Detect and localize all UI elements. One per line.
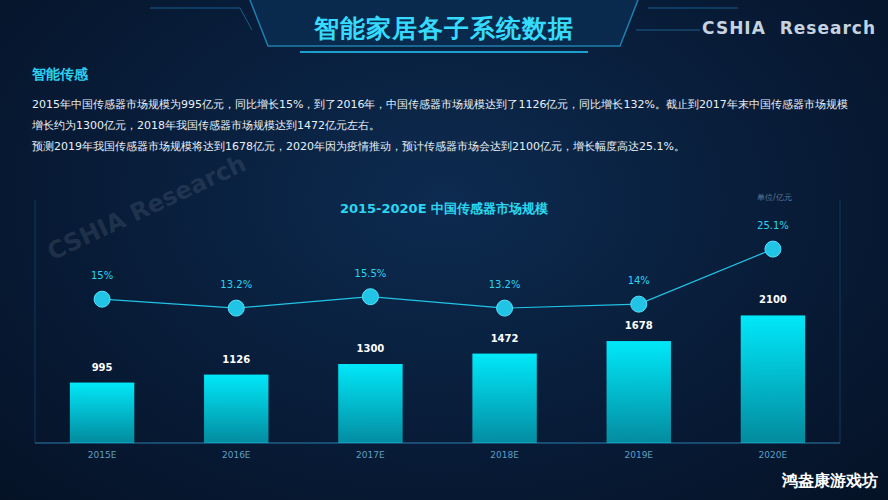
chart: CSHIA Research 2015-2020E 中国传感器市场规模 单位/亿元 2…	[0, 0, 888, 500]
bar-label: 1126	[222, 354, 250, 365]
line-marker	[228, 300, 244, 316]
watermark: CSHIA Research	[43, 149, 251, 266]
bar-label: 1678	[625, 320, 653, 331]
paragraphs: 2015年中国传感器市场规模为995亿元，同比增长15%，到了2016年，中国传…	[32, 94, 858, 157]
line	[102, 249, 773, 308]
brand: CSHIA Research	[702, 18, 876, 38]
page: {"header": {"title": "智能家居各子系统数据", "bran…	[0, 0, 888, 500]
line-label: 14%	[628, 275, 650, 286]
bar-label: 1300	[356, 343, 384, 354]
x-tick-label: 2015E	[88, 450, 117, 460]
title-underline	[300, 51, 588, 53]
section-title: 智能传感	[32, 66, 88, 84]
chart-title: 2015-2020E 中国传感器市场规模	[340, 201, 548, 216]
line-label: 15%	[91, 270, 113, 281]
line-label: 25.1%	[757, 220, 789, 231]
line-marker	[765, 241, 781, 257]
line-marker	[94, 291, 110, 307]
x-tick-label: 2019E	[624, 450, 653, 460]
x-tick-label: 2016E	[222, 450, 251, 460]
bar	[70, 383, 134, 443]
x-axis-line	[35, 443, 840, 444]
line-label: 13.2%	[489, 279, 521, 290]
bar	[204, 375, 268, 443]
line-marker	[497, 300, 513, 316]
line-marker	[631, 296, 647, 312]
y2-axis-line	[840, 200, 841, 443]
bar	[472, 354, 536, 443]
bar	[338, 364, 402, 443]
paragraph: 2015年中国传感器市场规模为995亿元，同比增长15%，到了2016年，中国传…	[32, 94, 858, 136]
y-axis-line	[35, 200, 36, 443]
source-mark: 鸿盎康游戏坊	[782, 471, 878, 492]
bar	[607, 341, 671, 443]
bar-label: 1472	[491, 333, 519, 344]
data-labels: 995 1126 1300 1472 1678 2100 15% 13.2% 15.5% 13.2…	[91, 220, 789, 372]
bar	[741, 315, 805, 443]
marks	[70, 241, 805, 443]
paragraph: 预测2019年我国传感器市场规模将达到1678亿元，2020年因为疫情推动，预计…	[32, 136, 858, 157]
line-marker	[362, 289, 378, 305]
line-label: 13.2%	[220, 279, 252, 290]
unit-label: 单位/亿元	[757, 193, 792, 202]
x-tick-label: 2018E	[490, 450, 519, 460]
line-label: 15.5%	[355, 268, 387, 279]
x-tick-label: 2020E	[759, 450, 788, 460]
bar-label: 2100	[759, 294, 787, 305]
bar-label: 995	[92, 362, 113, 373]
x-tick-label: 2017E	[356, 450, 385, 460]
